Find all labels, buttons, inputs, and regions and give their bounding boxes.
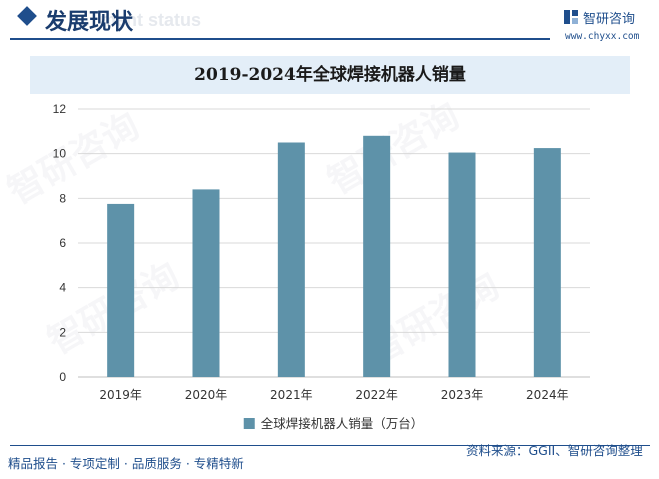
y-tick-label: 0: [59, 370, 66, 384]
bar: [448, 152, 476, 377]
x-tick-label: 2023年: [441, 388, 484, 402]
bar: [192, 189, 220, 377]
legend-swatch: [243, 418, 255, 429]
y-tick-label: 6: [59, 236, 66, 250]
chart-title-bar: 2019-2024年全球焊接机器人销量: [30, 56, 630, 94]
y-tick-label: 8: [59, 191, 66, 205]
header-divider: [10, 38, 550, 40]
brand-logo-icon: [564, 10, 578, 24]
footer-divider: [10, 445, 650, 446]
x-tick-label: 2024年: [526, 388, 569, 402]
bar: [107, 203, 135, 377]
bar: [277, 142, 305, 377]
chart-title: 2019-2024年全球焊接机器人销量: [194, 65, 466, 85]
bar: [533, 148, 561, 377]
section-title-en: ment status: [100, 10, 202, 30]
section-title: 发展现状: [45, 10, 134, 35]
brand: 智研咨询 www.chyxx.com: [563, 7, 653, 42]
y-tick-label: 2: [59, 325, 66, 339]
x-tick-label: 2022年: [355, 388, 398, 402]
x-tick-label: 2021年: [270, 388, 313, 402]
brand-name: 智研咨询: [583, 12, 636, 27]
brand-url: www.chyxx.com: [565, 31, 640, 42]
y-tick-label: 10: [53, 147, 67, 161]
page-header: ment status 发展现状 智研咨询 www.chyxx.com: [0, 0, 659, 44]
footer-tagline: 精品报告 · 专项定制 · 品质服务 · 专精特新: [8, 456, 244, 471]
source-note: 资料来源：GGII、智研咨询整理: [466, 443, 643, 458]
x-tick-label: 2019年: [99, 388, 142, 402]
x-tick-label: 2020年: [185, 388, 228, 402]
legend-label: 全球焊接机器人销量（万台）: [261, 416, 424, 431]
bar: [363, 135, 391, 377]
y-tick-label: 12: [53, 102, 67, 116]
y-tick-label: 4: [59, 281, 66, 295]
